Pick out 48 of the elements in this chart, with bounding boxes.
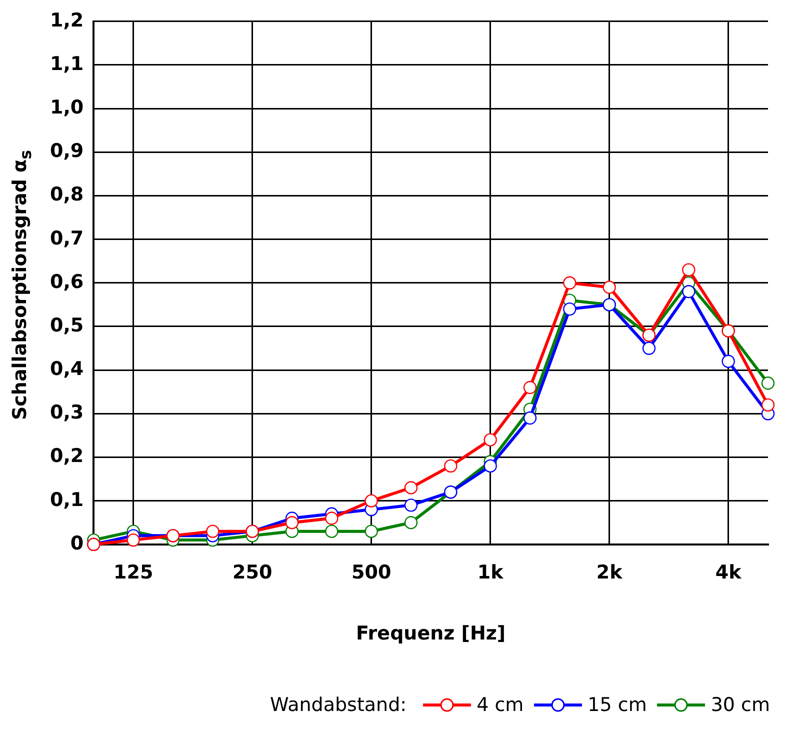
y-tick-label: 0,5 xyxy=(50,314,84,336)
point xyxy=(404,481,418,494)
legend-label: 30 cm xyxy=(710,694,770,716)
y-tick-label: 0,1 xyxy=(50,488,84,511)
point xyxy=(722,354,735,368)
y-tick-label: 0 xyxy=(70,532,84,554)
y-tick-label: 0,2 xyxy=(50,445,84,468)
y-tick-label: 1,2 xyxy=(50,9,84,32)
point xyxy=(563,302,576,316)
point xyxy=(404,516,418,530)
y-tick-label: 0,8 xyxy=(50,184,84,206)
y-tick-label: 0,3 xyxy=(50,402,84,424)
point xyxy=(325,512,338,525)
point xyxy=(523,411,537,425)
point xyxy=(484,459,497,473)
point xyxy=(642,342,656,355)
legend-label: 4 cm xyxy=(476,694,524,716)
y-tick-label: 0,6 xyxy=(50,270,84,293)
point xyxy=(484,433,497,446)
point xyxy=(682,285,696,298)
point xyxy=(404,498,418,512)
point xyxy=(325,524,338,538)
point xyxy=(126,533,140,547)
legend-label: 15 cm xyxy=(588,694,647,716)
x-tick-label: 125 xyxy=(113,562,154,584)
x-tick-label: 1k xyxy=(477,562,504,584)
y-tick-label: 0,9 xyxy=(50,140,84,162)
y-tick-label: 1,0 xyxy=(50,96,84,119)
point xyxy=(761,398,775,412)
x-tick-label: 4k xyxy=(715,562,742,584)
x-axis-title: Frequenz [Hz] xyxy=(356,622,506,645)
point xyxy=(761,376,775,390)
y-tick-label: 0,7 xyxy=(50,227,84,250)
x-tick-label: 2k xyxy=(596,562,623,584)
point xyxy=(364,494,378,508)
point xyxy=(364,524,378,538)
point xyxy=(206,524,220,538)
point xyxy=(444,459,458,473)
y-tick-label: 0,4 xyxy=(50,358,84,380)
point xyxy=(602,280,616,294)
x-tick-label: 250 xyxy=(232,562,272,584)
point xyxy=(563,276,576,290)
legend-title: Wandabstand: xyxy=(270,694,407,716)
x-tick-label: 500 xyxy=(351,562,392,584)
y-tick-label: 1,1 xyxy=(50,52,84,75)
point xyxy=(682,263,696,276)
point xyxy=(285,516,299,530)
point xyxy=(523,380,537,394)
